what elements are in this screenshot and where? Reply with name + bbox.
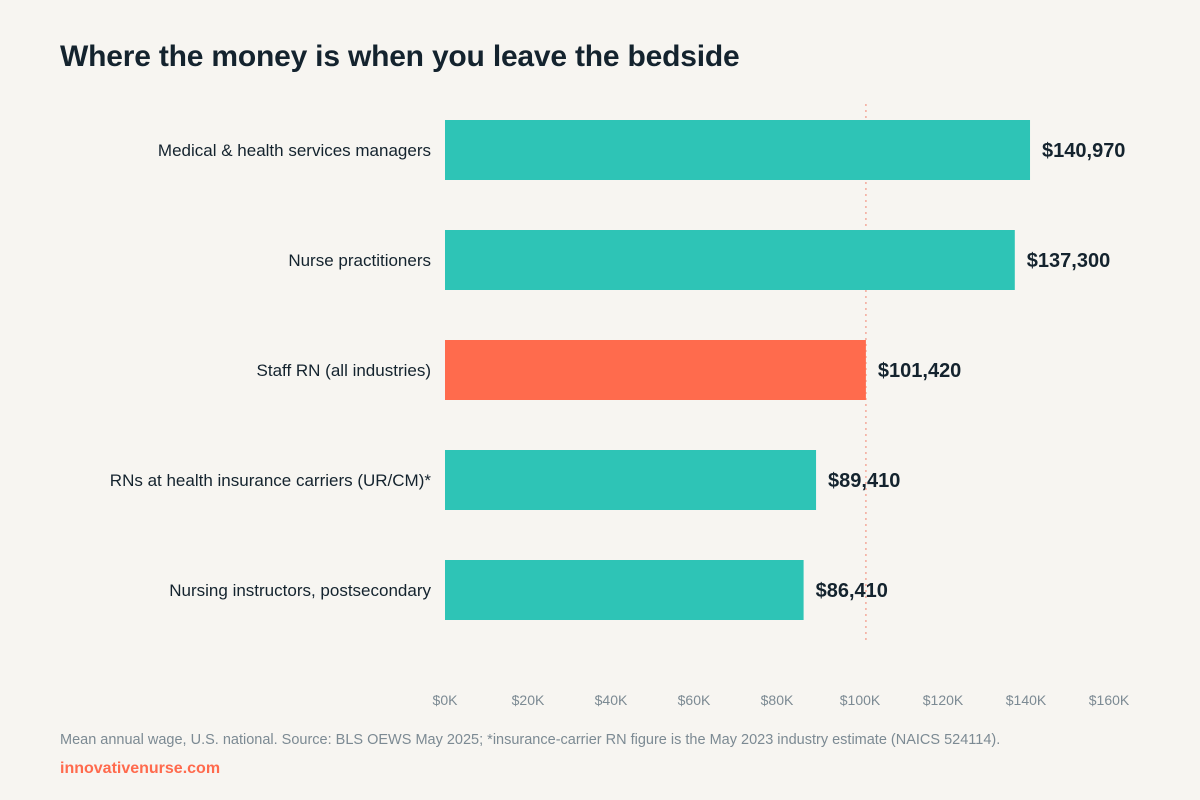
bars-layer <box>445 120 1031 620</box>
bar-3 <box>445 450 817 510</box>
value-label-3: $89,410 <box>828 470 900 492</box>
brand-link[interactable]: innovativenurse.com <box>60 760 221 777</box>
x-tick-label-8: $160K <box>1089 692 1130 708</box>
category-label-1: Nurse practitioners <box>288 251 431 270</box>
x-tick-label-6: $120K <box>923 692 964 708</box>
bar-2 <box>445 340 866 400</box>
value-label-0: $140,970 <box>1042 140 1125 162</box>
bar-1 <box>445 230 1015 290</box>
bar-4 <box>445 560 804 620</box>
x-tick-label-4: $80K <box>761 692 794 708</box>
x-tick-label-1: $20K <box>512 692 545 708</box>
x-tick-label-0: $0K <box>433 692 459 708</box>
x-tick-label-3: $60K <box>678 692 711 708</box>
category-labels-layer: Medical & health services managers Nurse … <box>110 141 432 600</box>
x-tick-label-5: $100K <box>840 692 881 708</box>
source-footnote: Mean annual wage, U.S. national. Source:… <box>60 732 1001 748</box>
x-tick-label-7: $140K <box>1006 692 1047 708</box>
category-label-2: Staff RN (all industries) <box>257 361 431 380</box>
category-label-0: Medical & health services managers <box>158 141 431 160</box>
x-axis-ticks-layer: $0K $20K $40K $60K $80K $100K $120K $140K $160K <box>433 692 1130 708</box>
value-labels-layer: $140,970 $137,300 $101,420 $89,410 $86,410 <box>816 140 1126 602</box>
chart-title: Where the money is when you leave the be… <box>60 40 740 73</box>
value-label-4: $86,410 <box>816 580 888 602</box>
value-label-1: $137,300 <box>1027 250 1110 272</box>
category-label-3: RNs at health insurance carriers (UR/CM)… <box>110 471 432 490</box>
value-label-2: $101,420 <box>878 360 961 382</box>
x-tick-label-2: $40K <box>595 692 628 708</box>
bar-0 <box>445 120 1031 180</box>
category-label-4: Nursing instructors, postsecondary <box>169 581 431 600</box>
